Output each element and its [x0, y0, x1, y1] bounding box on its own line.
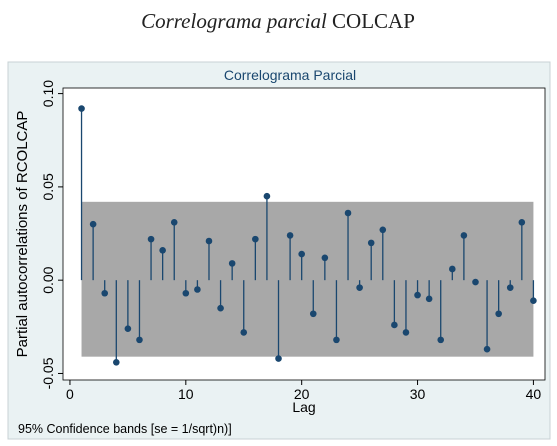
marker: [298, 250, 305, 258]
marker: [309, 310, 317, 318]
marker: [425, 295, 433, 303]
marker: [356, 284, 363, 291]
marker: [194, 286, 201, 293]
y-tick-label: 0.10: [40, 80, 56, 107]
marker: [402, 329, 410, 336]
marker: [367, 239, 375, 247]
confidence-band: [81, 201, 534, 357]
x-tick-label: 0: [66, 386, 74, 402]
caption-text: COLCAP: [332, 9, 415, 33]
marker: [391, 321, 398, 329]
marker: [437, 336, 445, 344]
marker: [275, 355, 282, 362]
marker: [344, 209, 352, 217]
marker: [205, 237, 213, 245]
marker: [240, 329, 248, 336]
x-axis-title: Lag: [292, 399, 315, 415]
marker: [263, 192, 271, 200]
marker: [495, 310, 502, 318]
marker: [530, 297, 537, 305]
caption-italic: Correlograma parcial: [141, 9, 327, 33]
marker: [124, 325, 132, 332]
x-tick-label: 10: [178, 386, 194, 402]
marker: [506, 284, 514, 291]
marker: [321, 254, 329, 262]
chart-title: Correlograma Parcial: [224, 67, 356, 83]
note: 95% Confidence bands [se = 1/sqrt)n)]: [18, 422, 232, 436]
marker: [182, 289, 190, 297]
marker: [483, 345, 491, 353]
marker: [414, 291, 421, 299]
x-tick-label: 30: [410, 386, 426, 402]
y-tick-label: 0.05: [40, 173, 56, 200]
marker: [379, 226, 387, 234]
y-tick-label: 0.00: [40, 266, 56, 293]
marker: [217, 304, 224, 312]
marker: [170, 219, 178, 226]
marker: [147, 235, 155, 243]
marker: [518, 219, 526, 226]
marker: [101, 289, 109, 297]
marker: [136, 336, 143, 344]
marker: [460, 232, 468, 239]
marker: [472, 278, 479, 286]
marker: [449, 265, 456, 273]
figure-caption: Correlograma parcial COLCAP: [141, 9, 415, 33]
x-tick-label: 40: [526, 386, 542, 402]
marker: [286, 232, 294, 239]
y-tick-label: -0.05: [40, 357, 56, 389]
marker: [252, 235, 259, 243]
x-tick-label: 20: [294, 386, 310, 402]
marker: [78, 105, 85, 112]
marker: [228, 260, 236, 267]
marker: [89, 220, 97, 228]
marker: [159, 247, 166, 254]
marker: [333, 336, 340, 344]
marker: [112, 358, 120, 366]
y-axis-title: Partial autocorrelations of RCOLCAP: [14, 111, 31, 358]
